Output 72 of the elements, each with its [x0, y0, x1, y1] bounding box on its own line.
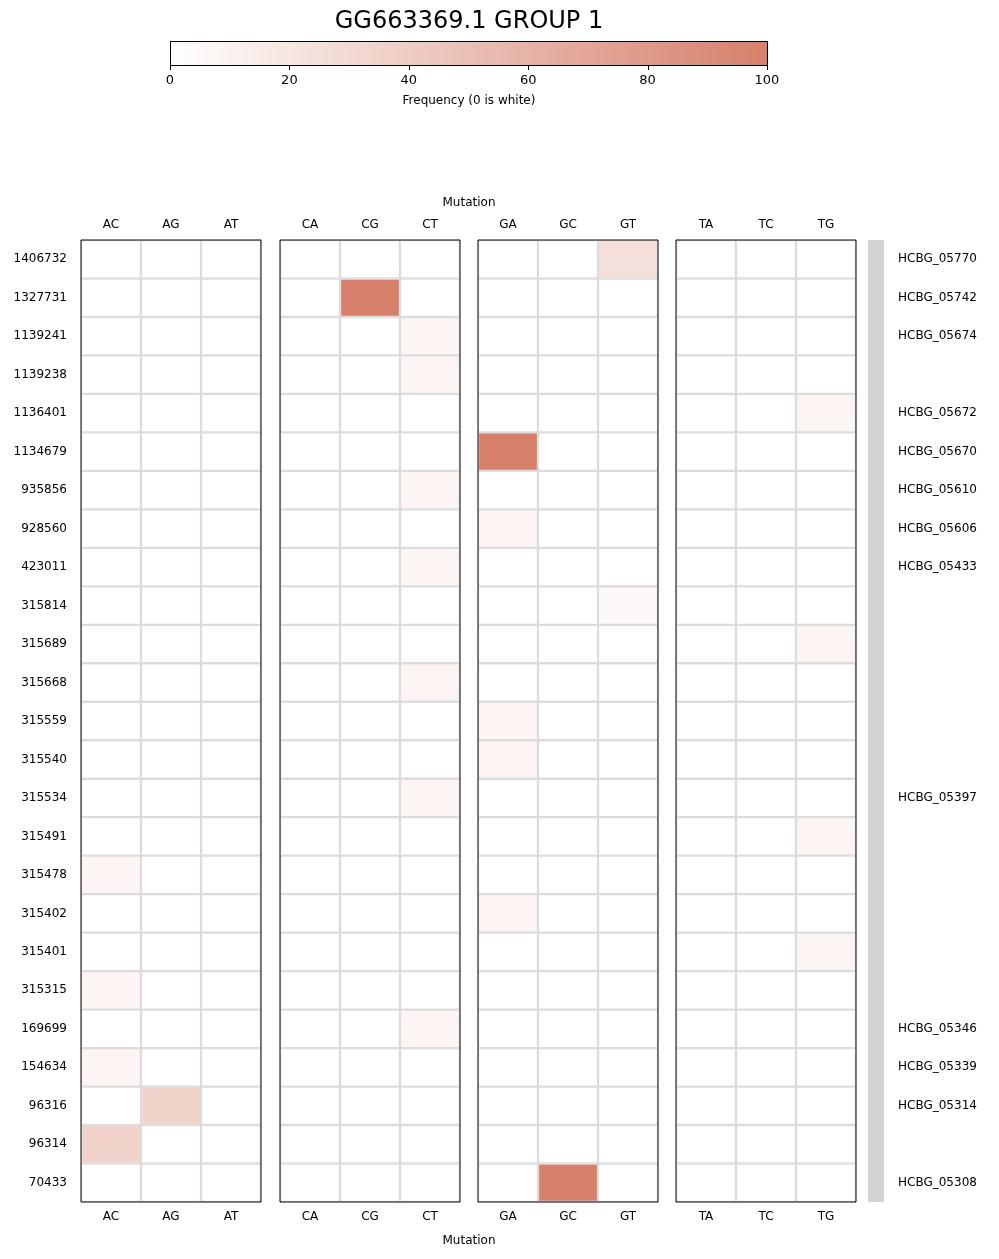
y-tick-label: 315534 [21, 790, 67, 805]
y-tick-label: 315491 [21, 828, 67, 843]
chart-title: GG663369.1 GROUP 1 [333, 6, 605, 34]
y-tick-label: 315559 [21, 713, 67, 728]
x-tick-label: AT [223, 1209, 239, 1224]
x-axis-title: Mutation [441, 1233, 497, 1247]
color-bar-label: 60 [518, 72, 538, 87]
y2-tick-label: HCBG_05770 [898, 251, 977, 266]
y2-tick-label: HCBG_05339 [898, 1059, 977, 1074]
y2-tick-label: HCBG_05346 [898, 1020, 977, 1035]
y-tick-label: 315315 [21, 982, 67, 997]
category-label: CG [361, 216, 379, 231]
y-tick-label: 154634 [21, 1059, 67, 1074]
y-tick-label: 315814 [21, 597, 67, 612]
y-tick-label: 315540 [21, 751, 67, 766]
y-tick-label: 315668 [21, 674, 67, 689]
y2-tick-label: HCBG_05674 [898, 328, 977, 343]
y-tick-label: 315689 [21, 636, 67, 651]
y2-tick-label: HCBG_05606 [898, 520, 977, 535]
x-tick-label: TC [757, 1209, 774, 1224]
x-tick-label: CG [361, 1209, 379, 1224]
y-tick-label: 1134679 [13, 443, 67, 458]
x-tick-label: GC [559, 1209, 577, 1224]
y-tick-label: 1139241 [13, 328, 67, 343]
y2-tick-label: HCBG_05610 [898, 482, 977, 497]
y2-tick-label: HCBG_05397 [898, 789, 977, 804]
y-tick-label: 1406732 [13, 251, 67, 266]
y-tick-label: 315478 [21, 867, 67, 882]
y2-tick-label: HCBG_05314 [898, 1097, 977, 1112]
x-tick-label: AG [162, 1209, 180, 1224]
color-bar-label: 100 [753, 72, 781, 87]
category-label: CA [301, 216, 319, 231]
category-label: AG [162, 216, 180, 231]
x-tick-label: CT [422, 1209, 439, 1224]
category-label: AC [102, 216, 120, 231]
color-bar-label: 40 [399, 72, 419, 87]
y-tick-label: 935856 [21, 482, 67, 497]
category-label: TG [817, 216, 835, 231]
y2-tick-label: HCBG_05433 [898, 559, 977, 574]
y2-tick-label: HCBG_05308 [898, 1174, 977, 1189]
y-tick-label: 1139238 [13, 366, 67, 381]
y-tick-label: 1136401 [13, 405, 67, 420]
category-label: GC [559, 216, 577, 231]
y-tick-label: 96314 [28, 1136, 67, 1151]
y-tick-label: 1327731 [13, 289, 67, 304]
y-tick-label: 70433 [28, 1174, 67, 1189]
x-tick-label: TG [816, 1209, 835, 1224]
x-tick-label: GA [499, 1209, 518, 1224]
category-label: GA [499, 216, 517, 231]
category-label: CT [422, 216, 438, 231]
y-tick-label: 315402 [21, 905, 67, 920]
x-tick-label: TA [697, 1209, 715, 1224]
color-bar-label: 20 [280, 72, 299, 87]
y-tick-label: 169699 [21, 1020, 67, 1035]
x2-axis-title: Mutation [441, 195, 497, 209]
y2-tick-label: HCBG_05670 [898, 443, 977, 458]
y-tick-label: 928560 [21, 520, 67, 535]
category-label: AT [223, 216, 239, 231]
category-label: TA [698, 216, 714, 231]
x-tick-label: CA [301, 1209, 320, 1224]
color-bar-label: 80 [638, 72, 657, 87]
y2-tick-label: HCBG_05672 [898, 405, 977, 420]
y-tick-label: 96316 [28, 1097, 67, 1112]
y-tick-label: 315401 [21, 944, 67, 959]
category-label: GT [619, 216, 637, 231]
x-tick-label: GT [619, 1209, 637, 1224]
x-tick-label: AC [102, 1209, 120, 1224]
color-bar-title: Frequency (0 is white) [401, 93, 537, 107]
color-bar-label: 0 [164, 72, 176, 87]
y2-tick-label: HCBG_05742 [898, 289, 977, 304]
y-tick-label: 423011 [21, 559, 67, 574]
category-label: TC [758, 216, 774, 231]
